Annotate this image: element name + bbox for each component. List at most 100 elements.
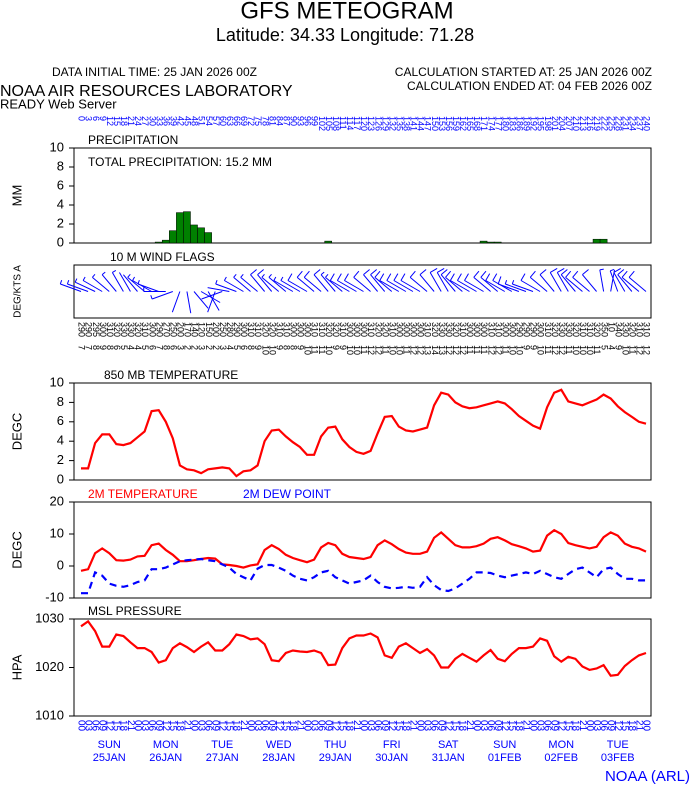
wind-speed-label: 9 [338, 345, 348, 350]
forecast-hour-label: 63 [225, 116, 235, 126]
wind-speed-label: 13 [423, 345, 433, 355]
wind-direction-label: 140 [190, 322, 200, 337]
hour-label: 18 [118, 720, 129, 732]
wind-speed-label: 10 [571, 345, 581, 355]
forecast-hour-label: 72 [246, 116, 256, 126]
forecast-hour-label: 129 [380, 116, 390, 131]
barb-shaft [363, 274, 379, 292]
hour-label: 09 [97, 720, 108, 732]
hour-label: 15 [393, 720, 404, 732]
hour-label: 00 [471, 720, 482, 732]
wind-speed-label: 8 [289, 345, 299, 350]
forecast-hour-label: 159 [451, 116, 461, 131]
barb-tick [268, 273, 272, 278]
wind-barb [200, 291, 221, 303]
forecast-hour-label: 216 [585, 116, 595, 131]
hour-label: 09 [605, 720, 616, 732]
hour-label: 18 [513, 720, 524, 732]
forecast-hour-label: 57 [211, 116, 221, 126]
barb-tick [261, 273, 265, 278]
hour-label: 06 [598, 720, 609, 732]
day-name: FRI [383, 739, 401, 751]
barb-shaft [512, 283, 534, 292]
barb-shaft [529, 276, 548, 292]
forecast-hour-label: 192 [529, 116, 539, 131]
y-tick-label: 8 [57, 394, 64, 409]
barb-shaft [386, 280, 407, 292]
forecast-hour-label: 117 [352, 116, 362, 130]
barb-tick [480, 270, 487, 278]
hour-label: 12 [217, 720, 228, 732]
precip-bar [479, 240, 488, 244]
forecast-hour-label: 240 [642, 116, 652, 131]
hour-label: 12 [443, 720, 454, 732]
forecast-hour-label: 90 [289, 116, 299, 126]
barb-tick [628, 270, 635, 278]
wind-barb [617, 269, 633, 292]
forecast-hour-label: 12 [105, 116, 115, 126]
barb-shaft [599, 269, 605, 292]
forecast-hour-label: 219 [592, 116, 602, 131]
wind-barb [449, 273, 470, 292]
hour-label: 09 [266, 720, 277, 732]
barb-shaft [280, 280, 301, 292]
hour-label: 00 [584, 720, 595, 732]
barb-shaft [132, 280, 152, 292]
hour-label: 12 [104, 720, 115, 732]
wind-barb [504, 280, 527, 292]
barb-tick [582, 269, 589, 276]
wind-direction-label: 320 [373, 322, 383, 337]
wind-barb [511, 280, 534, 292]
wind-direction-label: 310 [253, 322, 263, 337]
barb-tick [150, 295, 153, 300]
wind-speed-label: 9 [613, 345, 623, 350]
hour-label: 09 [549, 720, 560, 732]
y-tick-label: 10 [50, 139, 64, 154]
panel-title: 10 M WIND FLAGS [110, 250, 215, 264]
wind-direction-label: 300 [296, 322, 306, 337]
hour-label: 09 [210, 720, 221, 732]
barb-tick [233, 273, 237, 278]
forecast-hour-label: 195 [536, 116, 546, 131]
panel-title: 850 MB TEMPERATURE [104, 368, 238, 382]
forecast-hour-label: 39 [168, 116, 178, 126]
barb-shaft [473, 276, 491, 292]
barb-tick [419, 269, 427, 276]
title: GFS METEOGRAM [240, 0, 453, 24]
forecast-hour-label: 162 [458, 116, 468, 131]
y-tick-label: 6 [57, 413, 64, 428]
hour-label: 00 [358, 720, 369, 732]
forecast-hour-label: 141 [409, 116, 419, 131]
barb-tick [137, 280, 140, 285]
wind-direction-label: 280 [225, 322, 235, 337]
barb-shaft [628, 276, 647, 292]
wind-direction-label: 310 [274, 322, 284, 337]
wind-barb [201, 291, 223, 300]
wind-direction-label: 310 [140, 322, 150, 337]
panel-frame [73, 501, 652, 599]
y-tick-label: 8 [57, 158, 64, 173]
barb-tick [473, 270, 480, 278]
barb-shaft [186, 291, 192, 314]
wind-speed-label: 11 [564, 345, 574, 354]
hour-label: 18 [344, 720, 355, 732]
barb-tick [320, 271, 325, 276]
hour-label: 03 [252, 720, 263, 732]
barb-tick [560, 269, 568, 276]
wind-direction-label: 310 [486, 322, 496, 337]
barb-tick [557, 268, 565, 273]
wind-direction-label: 300 [507, 322, 517, 337]
day-date: 26JAN [149, 752, 182, 764]
wind-direction-label: 120 [197, 322, 207, 337]
barb-shaft [572, 276, 590, 292]
wind-speed-label: 10 [387, 345, 397, 355]
wind-direction-label: 250 [168, 322, 178, 337]
wind-direction-label: 310 [543, 322, 553, 337]
day-name: MON [548, 739, 574, 751]
forecast-hour-label: 51 [197, 116, 207, 126]
barb-tick [457, 273, 462, 281]
wind-barb [336, 273, 357, 292]
forecast-hour-label: 189 [522, 116, 532, 131]
hour-label: 06 [202, 720, 213, 732]
forecast-hour-label: 21 [126, 116, 136, 126]
